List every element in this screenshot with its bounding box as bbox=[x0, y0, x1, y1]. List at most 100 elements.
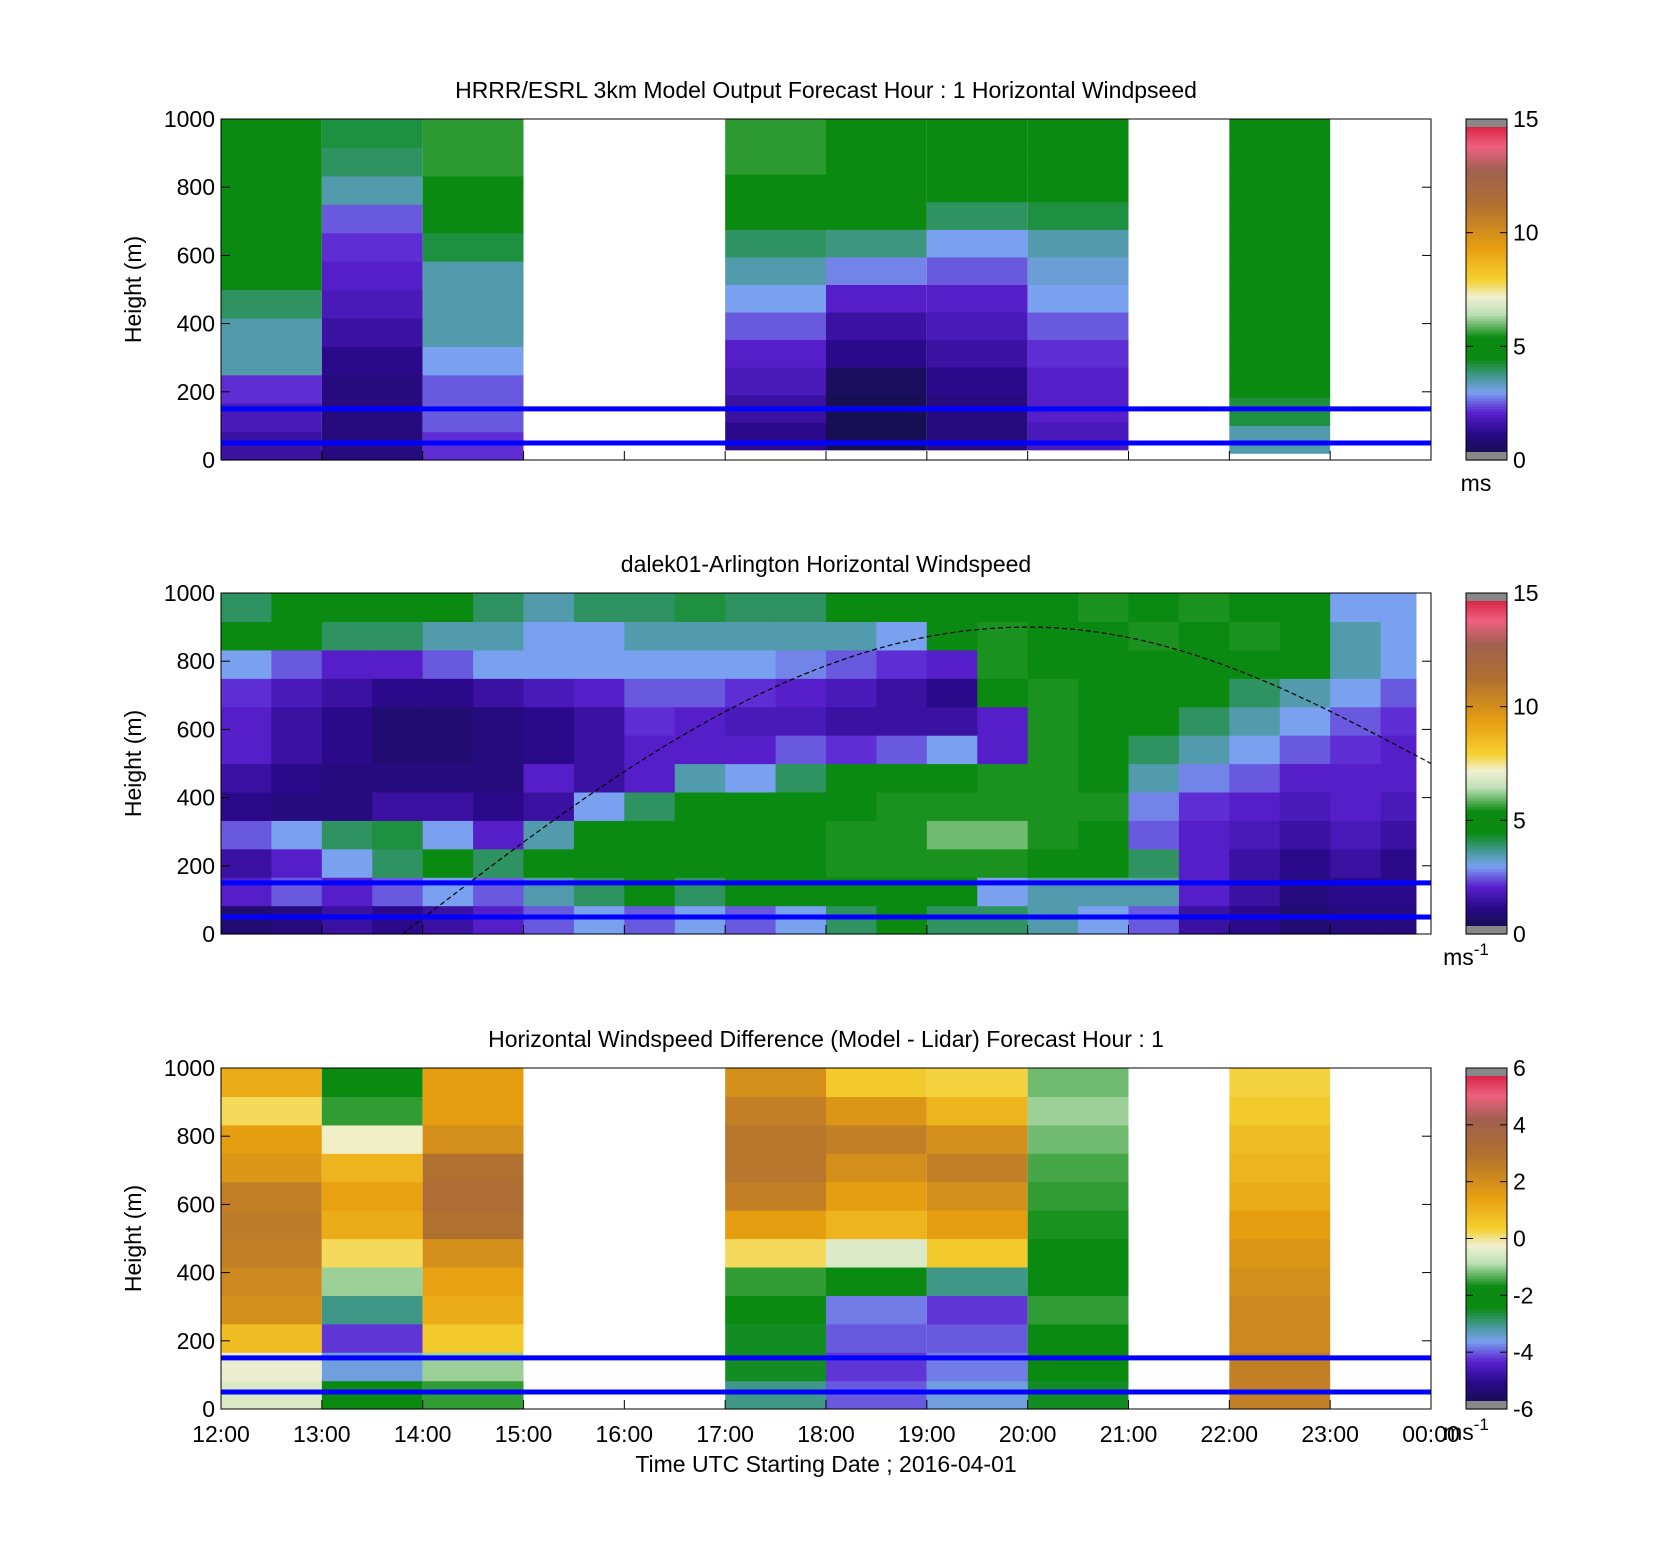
colorbar-segment bbox=[1466, 391, 1507, 396]
heatmap-cell bbox=[321, 175, 423, 205]
colorbar-segment bbox=[1466, 164, 1507, 168]
heatmap-cell bbox=[573, 678, 625, 708]
heatmap-cell bbox=[321, 261, 423, 291]
colorbar-segment bbox=[1466, 732, 1507, 736]
heatmap-cell bbox=[624, 735, 676, 765]
colorbar-segment bbox=[1466, 800, 1507, 804]
heatmap-cell bbox=[321, 763, 373, 793]
heatmap-cell bbox=[926, 1238, 1028, 1268]
heatmap-cell bbox=[1027, 256, 1129, 285]
heatmap-cell bbox=[926, 1124, 1028, 1154]
colorbar-segment bbox=[1466, 618, 1507, 623]
heatmap-cell bbox=[1229, 706, 1281, 736]
heatmap-cell bbox=[1027, 1181, 1129, 1211]
colorbar-segment bbox=[1466, 400, 1507, 404]
heatmap-cell bbox=[1330, 820, 1382, 850]
heatmap-cell bbox=[926, 735, 978, 765]
heatmap-cell bbox=[926, 763, 978, 793]
heatmap-cell bbox=[674, 848, 726, 878]
colorbar-segment bbox=[1466, 1312, 1507, 1316]
colorbar-segment bbox=[1466, 167, 1507, 171]
colorbar-segment bbox=[1466, 278, 1507, 282]
colorbar-segment bbox=[1466, 232, 1507, 237]
colorbar-segment bbox=[1466, 806, 1507, 810]
colorbar-segment bbox=[1466, 914, 1507, 918]
heatmap-cell bbox=[977, 706, 1029, 736]
colorbar-segment bbox=[1466, 198, 1507, 203]
colorbar-segment bbox=[1466, 743, 1507, 748]
colorbar-segment bbox=[1466, 641, 1507, 645]
heatmap-cell bbox=[725, 1096, 826, 1126]
heatmap-cell bbox=[422, 905, 474, 935]
colorbar-segment bbox=[1466, 329, 1507, 333]
heatmap-cell bbox=[725, 678, 777, 708]
colorbar-segment bbox=[1466, 763, 1507, 767]
colorbar-segment bbox=[1466, 868, 1507, 873]
heatmap-cell bbox=[624, 820, 676, 850]
heatmap-cell bbox=[725, 763, 777, 793]
colorbar-segment bbox=[1466, 357, 1507, 362]
colorbar-segment bbox=[1466, 1187, 1507, 1191]
heatmap-cell bbox=[1279, 820, 1331, 850]
heatmap-cell bbox=[221, 261, 322, 291]
colorbar-segment bbox=[1466, 414, 1507, 418]
colorbar-segment bbox=[1466, 386, 1507, 390]
colorbar-segment bbox=[1466, 337, 1507, 342]
heatmap-cell bbox=[1078, 848, 1130, 878]
colorbar-segment bbox=[1466, 238, 1507, 242]
colorbar-segment bbox=[1466, 845, 1507, 850]
colorbar-segment bbox=[1466, 280, 1507, 285]
heatmap-cell bbox=[422, 374, 524, 404]
heatmap-cell bbox=[271, 735, 323, 765]
y-tick-label: 400 bbox=[177, 311, 215, 337]
heatmap-cell bbox=[221, 706, 273, 736]
colorbar-segment bbox=[1466, 181, 1507, 185]
heatmap-cell bbox=[321, 678, 373, 708]
colorbar-segment bbox=[1466, 1127, 1507, 1132]
heatmap-cell bbox=[1330, 678, 1382, 708]
colorbar-segment bbox=[1466, 153, 1507, 157]
colorbar-cap bbox=[1466, 1068, 1507, 1076]
heatmap-cell bbox=[826, 339, 927, 368]
colorbar-cap bbox=[1466, 119, 1507, 127]
heatmap-cell bbox=[1330, 848, 1382, 878]
colorbar-segment bbox=[1466, 1249, 1507, 1254]
heatmap-cell bbox=[826, 1380, 927, 1410]
heatmap-cell bbox=[1178, 905, 1230, 935]
heatmap-cell bbox=[926, 284, 1028, 313]
colorbar-segment bbox=[1466, 445, 1507, 450]
heatmap-cell bbox=[826, 1181, 927, 1211]
heatmap-cell bbox=[1078, 649, 1130, 679]
heatmap-cell bbox=[725, 1210, 826, 1240]
heatmap-cell bbox=[1027, 339, 1129, 368]
heatmap-cell bbox=[725, 1266, 826, 1296]
colorbar-segment bbox=[1466, 1340, 1507, 1345]
heatmap-cell bbox=[523, 593, 575, 623]
heatmap-cell bbox=[221, 905, 273, 935]
colorbar-segment bbox=[1466, 218, 1507, 222]
heatmap-cell bbox=[926, 1181, 1028, 1211]
colorbar-segment bbox=[1466, 229, 1507, 234]
colorbar-tick-label: 10 bbox=[1513, 220, 1539, 246]
colorbar: 0 5 10 15 ms-1 bbox=[1443, 580, 1538, 970]
colorbar-segment bbox=[1466, 371, 1507, 376]
heatmap-cell bbox=[725, 174, 826, 203]
heatmap-cell bbox=[926, 256, 1028, 285]
colorbar-segment bbox=[1466, 192, 1507, 197]
heatmap-cell bbox=[573, 763, 625, 793]
colorbar-segment bbox=[1466, 158, 1507, 163]
heatmap-cell bbox=[271, 763, 323, 793]
heatmap-cell bbox=[826, 311, 927, 341]
colorbar-segment bbox=[1466, 723, 1507, 728]
colorbar-segment bbox=[1466, 772, 1507, 776]
colorbar-segment bbox=[1466, 1357, 1507, 1362]
heatmap-cell bbox=[1279, 678, 1331, 708]
heatmap-cell bbox=[926, 311, 1028, 341]
colorbar-segment bbox=[1466, 1377, 1507, 1382]
heatmap-cell bbox=[1229, 425, 1331, 454]
heatmap-cell bbox=[876, 706, 928, 736]
colorbar-segment bbox=[1466, 283, 1507, 288]
colorbar-segment bbox=[1466, 612, 1507, 617]
heatmap-cell bbox=[321, 289, 423, 319]
heatmap-cell bbox=[826, 119, 927, 148]
